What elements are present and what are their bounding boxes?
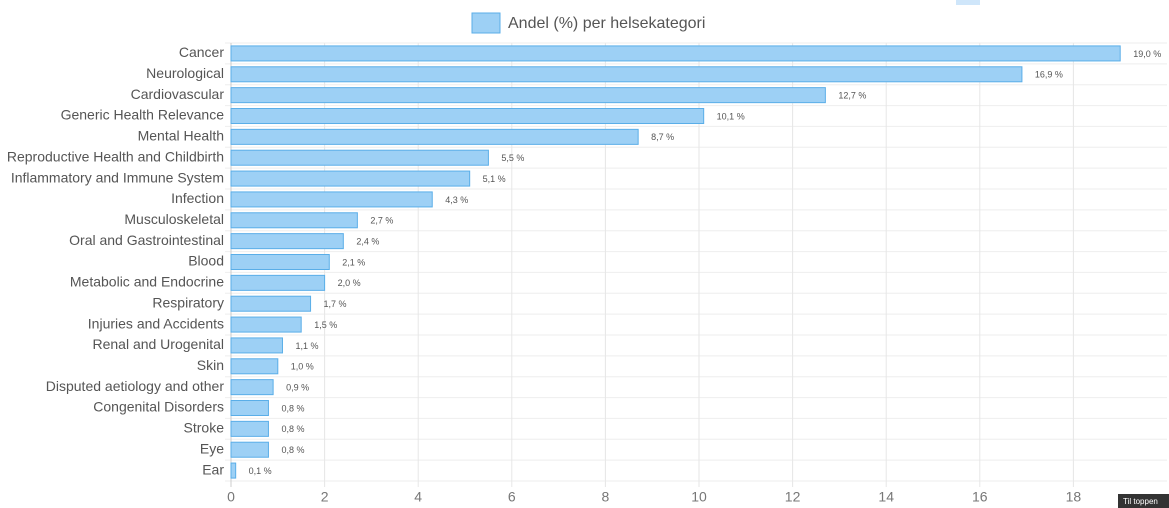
bar <box>230 45 1121 62</box>
legend-swatch <box>471 12 501 34</box>
legend-label: Andel (%) per helsekategori <box>508 15 705 32</box>
y-tick-label: Cancer <box>179 44 224 60</box>
bar <box>230 295 312 312</box>
y-tick-label: Congenital Disorders <box>93 399 224 415</box>
bar <box>230 212 358 229</box>
x-tick-label: 16 <box>972 489 988 505</box>
bar <box>230 441 269 458</box>
y-tick-label: Infection <box>171 190 224 206</box>
bar <box>230 233 344 250</box>
x-tick-label: 8 <box>602 489 610 505</box>
bar <box>230 379 274 396</box>
bar <box>230 253 330 271</box>
value-label: 0,1 % <box>249 466 272 476</box>
bar <box>230 316 302 333</box>
bar <box>230 420 269 437</box>
y-tick-label: Disputed aetiology and other <box>46 378 225 394</box>
y-tick-label: Metabolic and Endocrine <box>70 274 224 290</box>
x-tick-label: 10 <box>691 489 707 505</box>
bar <box>230 191 433 208</box>
y-tick-label: Reproductive Health and Childbirth <box>7 148 224 164</box>
value-label: 12,7 % <box>838 91 866 101</box>
bar <box>230 337 283 354</box>
value-label: 0,8 % <box>281 445 304 455</box>
value-label: 0,8 % <box>281 424 304 434</box>
value-label: 5,5 % <box>501 153 524 163</box>
bar <box>230 87 826 104</box>
bar <box>230 66 1023 83</box>
value-label: 1,5 % <box>314 320 337 330</box>
y-tick-label: Generic Health Relevance <box>61 107 225 123</box>
bar <box>230 149 489 166</box>
y-tick-label: Inflammatory and Immune System <box>11 169 224 185</box>
y-tick-label: Blood <box>188 253 224 269</box>
value-label: 16,9 % <box>1035 70 1063 80</box>
value-label: 2,7 % <box>370 216 393 226</box>
bar <box>230 170 471 187</box>
value-label: 8,7 % <box>651 132 674 142</box>
value-label: 2,4 % <box>356 237 379 247</box>
y-tick-label: Eye <box>200 440 224 456</box>
value-label: 5,1 % <box>483 174 506 184</box>
value-label: 4,3 % <box>445 195 468 205</box>
bar <box>230 274 326 291</box>
value-label: 1,1 % <box>295 341 318 351</box>
x-tick-label: 2 <box>321 489 329 505</box>
bar <box>230 107 705 125</box>
back-to-top-button[interactable] <box>1118 494 1169 508</box>
x-tick-label: 14 <box>878 489 894 505</box>
y-tick-label: Renal and Urogenital <box>92 336 224 352</box>
value-label: 2,1 % <box>342 257 365 267</box>
back-to-top-label[interactable]: Til toppen <box>1123 497 1158 506</box>
y-tick-label: Stroke <box>184 420 225 436</box>
value-label: 1,7 % <box>324 299 347 309</box>
x-tick-label: 4 <box>414 489 422 505</box>
bar <box>230 399 269 417</box>
bar <box>230 358 279 375</box>
x-tick-label: 6 <box>508 489 516 505</box>
value-label: 2,0 % <box>338 278 361 288</box>
y-tick-label: Cardiovascular <box>131 86 225 102</box>
plot: 0 2 4 6 8 10 12 14 16 18 Cancer 19,0 % Neurological 1… <box>7 42 1167 505</box>
value-label: 19,0 % <box>1133 49 1161 59</box>
y-tick-label: Injuries and Accidents <box>88 315 224 331</box>
y-tick-label: Neurological <box>146 65 224 81</box>
y-tick-label: Mental Health <box>138 128 224 144</box>
y-tick-label: Musculoskeletal <box>124 211 224 227</box>
y-tick-label: Skin <box>197 357 224 373</box>
value-label: 10,1 % <box>717 111 745 121</box>
y-tick-label: Ear <box>202 461 224 477</box>
decoration <box>956 0 980 5</box>
y-tick-label: Respiratory <box>152 294 224 310</box>
x-tick-label: 0 <box>227 489 235 505</box>
x-tick-label: 12 <box>785 489 801 505</box>
value-label: 0,8 % <box>281 403 304 413</box>
y-tick-label: Oral and Gastrointestinal <box>69 232 224 248</box>
x-tick-label: 18 <box>1066 489 1082 505</box>
value-label: 0,9 % <box>286 383 309 393</box>
bar <box>230 128 639 145</box>
value-label: 1,0 % <box>291 362 314 372</box>
bar <box>230 462 237 479</box>
